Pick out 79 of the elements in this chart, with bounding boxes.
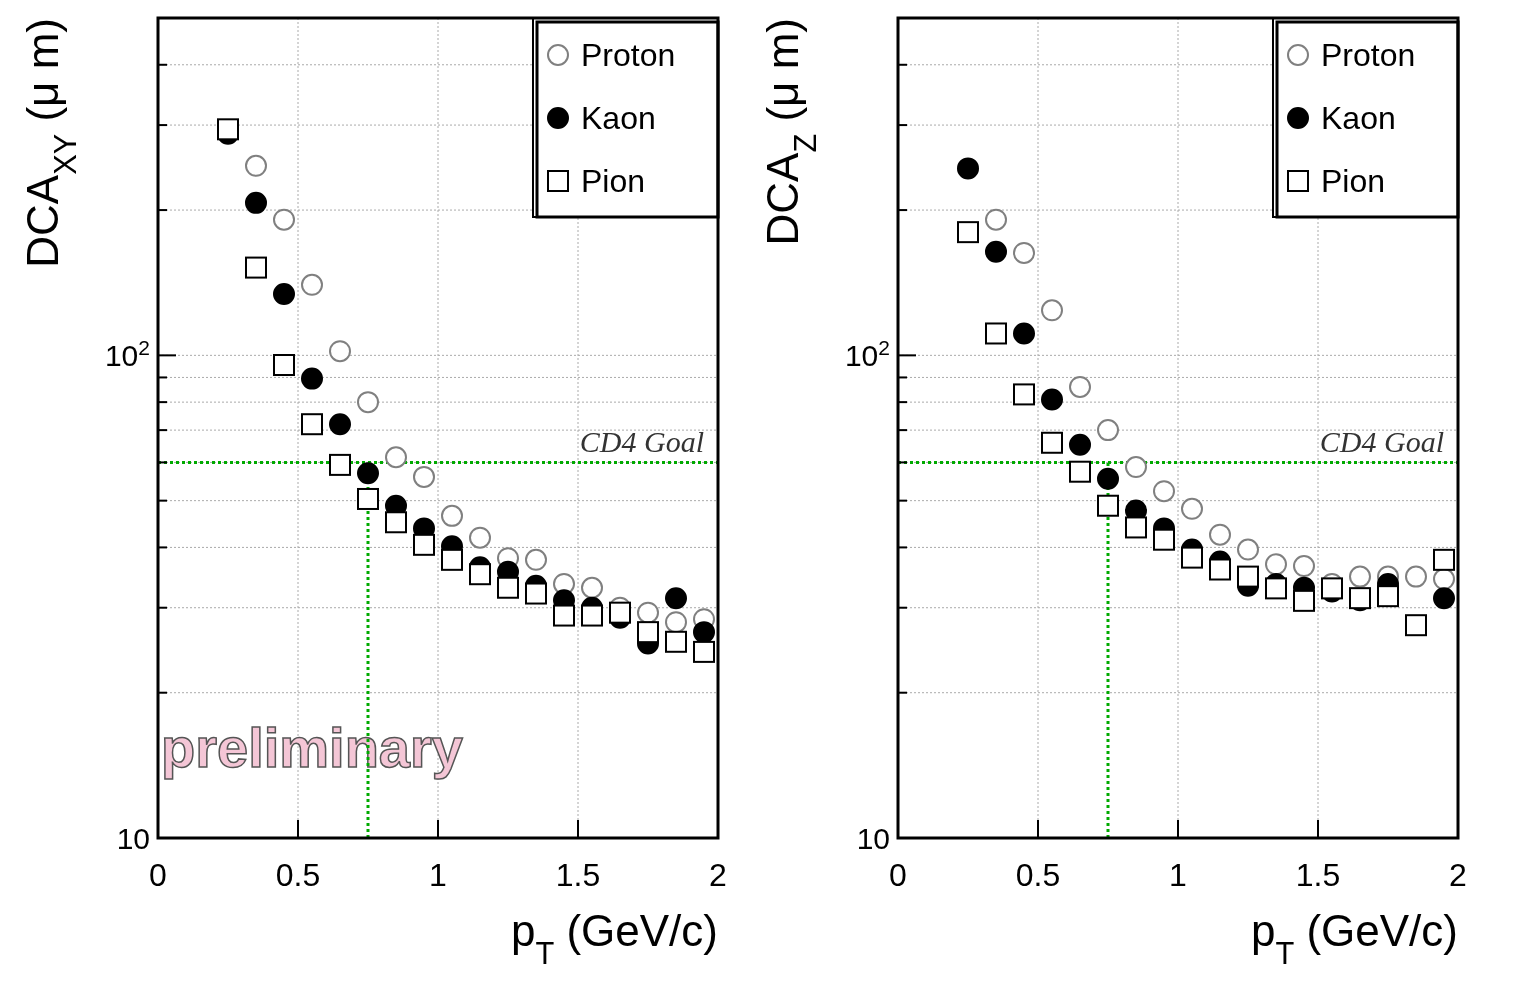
legend-label: Pion: [1321, 163, 1386, 199]
point: [1377, 585, 1399, 608]
point: [1153, 480, 1175, 503]
point: [985, 208, 1007, 231]
point: [469, 563, 491, 586]
point: [665, 587, 687, 610]
point: [525, 548, 547, 571]
point: [1237, 538, 1259, 561]
point: [581, 576, 603, 599]
point: [469, 526, 491, 549]
point: [1293, 555, 1315, 578]
point: [329, 340, 351, 363]
point: [1265, 577, 1287, 600]
point: [273, 283, 295, 306]
x-tick-label: 2: [1449, 857, 1467, 893]
y-tick-label: 10: [116, 822, 150, 855]
point: [1349, 565, 1371, 588]
point: [1097, 467, 1119, 490]
legend-label: Pion: [581, 163, 646, 199]
ref-line-label: CD4 Goal: [1319, 425, 1444, 459]
point: [1209, 558, 1231, 581]
x-tick-label: 0: [889, 857, 907, 893]
point: [1097, 419, 1119, 442]
point: [441, 548, 463, 571]
x-tick-label: 0.5: [275, 857, 321, 893]
x-axis-title: p$_{T}$ (GeV/c): [1250, 906, 1458, 971]
point: [1405, 565, 1427, 588]
point: [357, 462, 379, 485]
legend-label: Kaon: [1321, 100, 1396, 136]
point: [301, 273, 323, 296]
point: [693, 621, 715, 644]
point: [385, 446, 407, 469]
point: [957, 157, 979, 180]
x-tick-label: 1: [1169, 857, 1187, 893]
legend-label: Proton: [1321, 37, 1416, 73]
legend-label: Kaon: [581, 100, 656, 136]
point: [1153, 528, 1175, 551]
point: [637, 601, 659, 624]
point: [665, 611, 687, 634]
point: [1125, 456, 1147, 479]
point: [1069, 433, 1091, 456]
point: [329, 413, 351, 436]
point: [637, 621, 659, 644]
point: [245, 191, 267, 214]
x-tick-label: 1.5: [1295, 857, 1341, 893]
point: [357, 391, 379, 414]
point: [1013, 241, 1035, 264]
point: [1041, 388, 1063, 411]
point: [985, 240, 1007, 263]
point: [1069, 375, 1091, 398]
y-tick-label: 10$^{2}$: [104, 335, 150, 373]
x-tick-label: 0.5: [1015, 857, 1061, 893]
point: [301, 367, 323, 390]
point: [413, 465, 435, 488]
ref-line-label: CD4 Goal: [579, 425, 704, 459]
y-tick-label: 10: [856, 822, 890, 855]
x-tick-label: 2: [709, 857, 727, 893]
x-axis-title: p$_{T}$ (GeV/c): [510, 906, 718, 971]
point: [581, 604, 603, 627]
x-tick-label: 1: [429, 857, 447, 893]
point: [1013, 322, 1035, 345]
point: [1433, 587, 1455, 610]
point: [1265, 553, 1287, 576]
point: [525, 582, 547, 605]
y-tick-label: 10$^{2}$: [844, 335, 890, 373]
point: [245, 154, 267, 177]
point: [273, 208, 295, 231]
point: [1041, 299, 1063, 322]
x-tick-label: 1.5: [555, 857, 601, 893]
point: [441, 504, 463, 527]
point: [1181, 497, 1203, 520]
point: [1181, 546, 1203, 569]
point: [1293, 589, 1315, 612]
annotation: preliminary: [161, 716, 463, 780]
point: [1209, 523, 1231, 546]
point: [1237, 565, 1259, 588]
x-tick-label: 0: [149, 857, 167, 893]
legend-label: Proton: [581, 37, 676, 73]
point: [609, 601, 631, 624]
